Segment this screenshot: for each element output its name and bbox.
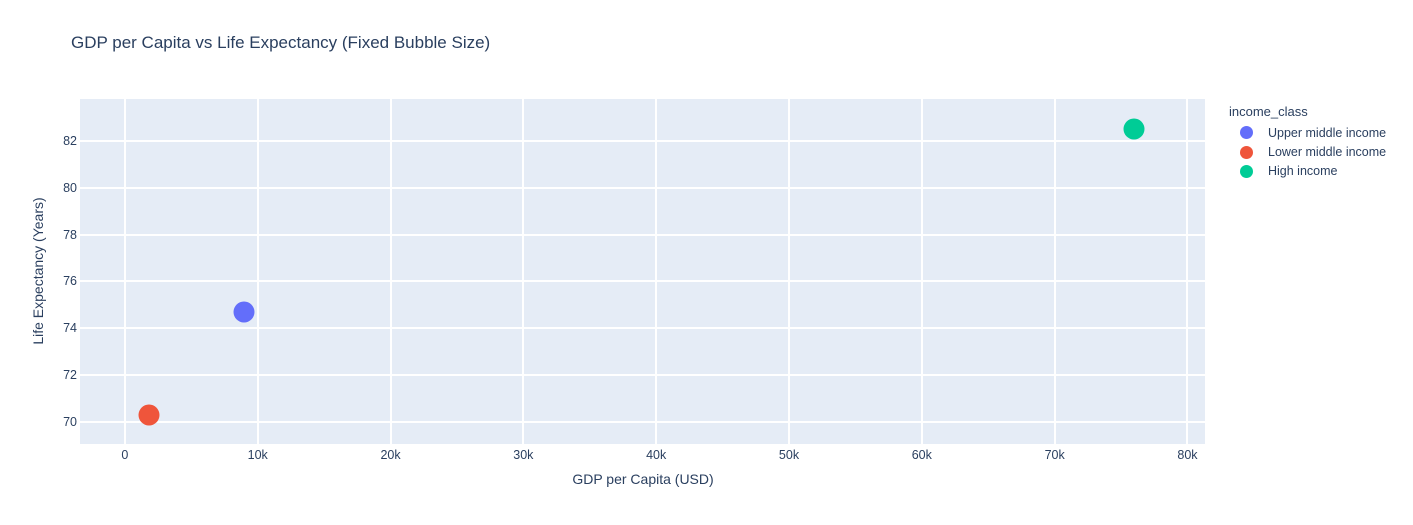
legend-item-high-income[interactable]: High income: [1229, 162, 1386, 181]
y-tick-label: 74: [63, 321, 77, 336]
y-tick-label: 78: [63, 227, 77, 242]
y-tick-label: 72: [63, 368, 77, 382]
legend-marker-icon: [1240, 164, 1253, 178]
legend-item-lower-middle-income[interactable]: Lower middle income: [1229, 142, 1386, 161]
x-tick-label: 40k: [646, 448, 667, 462]
legend-item-label: Lower middle income: [1268, 145, 1387, 160]
y-gridline: [80, 280, 1205, 283]
x-tick-label: 80k: [1177, 448, 1198, 462]
x-gridline: [389, 99, 392, 444]
legend-marker-icon: [1240, 145, 1253, 159]
x-tick-label: 0: [121, 448, 129, 462]
x-tick-label: 20k: [380, 448, 401, 462]
point-high-income[interactable]: [1123, 118, 1145, 140]
legend-marker-icon: [1240, 126, 1253, 140]
x-tick-label: 60k: [911, 448, 932, 462]
y-gridline: [80, 327, 1205, 330]
x-gridline: [920, 99, 923, 444]
y-gridline: [80, 420, 1205, 423]
x-tick-label: 30k: [513, 448, 534, 462]
y-gridline: [80, 374, 1205, 376]
point-lower-middle-income[interactable]: [138, 404, 160, 426]
y-tick-label: 76: [63, 274, 77, 289]
legend-item-upper-middle-income[interactable]: Upper middle income: [1229, 123, 1386, 142]
point-upper-middle-income[interactable]: [233, 301, 255, 323]
y-gridline: [80, 186, 1205, 189]
chart-title: GDP per Capita vs Life Expectancy (Fixed…: [71, 33, 491, 52]
y-tick-label: 70: [63, 414, 77, 429]
x-gridline: [256, 99, 259, 444]
x-gridline: [522, 99, 525, 444]
legend-item-label: Upper middle income: [1268, 125, 1387, 140]
y-gridline: [80, 233, 1205, 236]
x-gridline: [655, 99, 658, 444]
x-axis-title: GDP per Capita (USD): [572, 471, 714, 487]
x-gridline: [1053, 99, 1056, 444]
legend-item-label: High income: [1268, 164, 1338, 179]
y-gridline: [80, 140, 1205, 143]
legend-title: income_class: [1229, 104, 1308, 119]
y-tick-label: 80: [63, 180, 77, 195]
plot-area[interactable]: [80, 99, 1205, 444]
x-gridline: [788, 99, 790, 444]
y-tick-label: 82: [63, 134, 77, 149]
x-gridline: [1186, 99, 1189, 444]
x-tick-label: 50k: [778, 448, 800, 462]
legend: income_class Upper middle income Lower mi…: [1229, 104, 1386, 181]
x-tick-label: 10k: [247, 448, 268, 462]
x-tick-label: 70k: [1044, 448, 1065, 462]
x-gridline: [123, 99, 126, 444]
legend-items: Upper middle income Lower middle income Hi…: [1229, 123, 1386, 181]
y-axis-title: Life Expectancy (Years): [30, 197, 46, 345]
